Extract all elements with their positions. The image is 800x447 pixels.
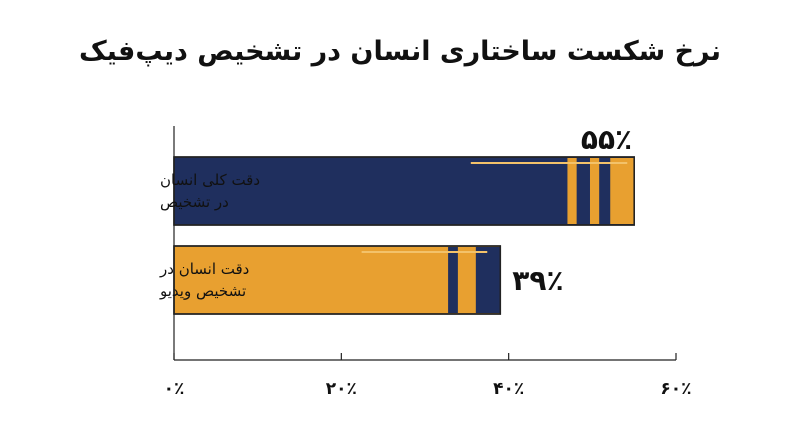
bar-1 (173, 156, 635, 226)
bar-stripe (567, 158, 577, 224)
bar-stripe (475, 247, 501, 313)
bar-fill (173, 245, 502, 315)
x-tick-label: ۲۰٪ (326, 379, 357, 399)
x-tick-label: ۴۰٪ (493, 379, 524, 399)
chart-title: نرخ شکست ساختاری انسان در تشخیص دیپ‌فیک (78, 36, 721, 67)
bars-layer (173, 156, 635, 315)
category-label: دقت کلی انسان (160, 171, 260, 189)
bar-stripe (448, 247, 458, 313)
bar-2 (173, 245, 502, 315)
value-label-2: ۳۹٪ (512, 264, 563, 297)
bar-stripe (589, 158, 600, 224)
x-tick-label: ۰٪ (164, 379, 185, 399)
bar-fill (173, 156, 635, 226)
bar-stripe (610, 158, 635, 224)
category-label: در تشخیص (160, 193, 229, 211)
value-label-1: ۵۵٪ (581, 123, 632, 156)
x-tick-label: ۶۰٪ (660, 379, 691, 399)
labels-layer: ۵۵٪ دقت کلی انسان در تشخیص ۳۹٪ دقت انسان در ت… (159, 123, 692, 399)
axis-layer (173, 126, 677, 361)
category-label: دقت انسان در (159, 260, 249, 278)
category-label: تشخیص ویدیو (159, 282, 246, 300)
